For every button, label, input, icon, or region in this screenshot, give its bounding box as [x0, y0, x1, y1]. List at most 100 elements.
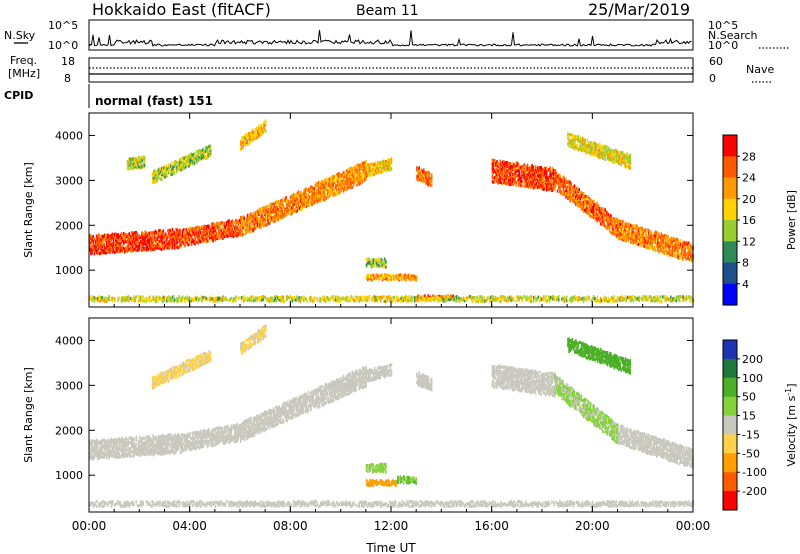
- velocity-ytick-label-0: 1000: [55, 469, 83, 482]
- velocity-marks: [89, 324, 695, 508]
- power-region-13: [151, 144, 212, 185]
- nave-tick-top: 60: [709, 55, 723, 68]
- noise-trace: [89, 29, 692, 47]
- beam-label: Beam 11: [356, 3, 419, 19]
- power-colorbar-tick-3: 16: [742, 214, 756, 227]
- velocity-colorbar-frame: [722, 339, 738, 511]
- freq-panel: Freq. [MHz] 18 8 60 0 Nave: [8, 54, 774, 85]
- velocity-region-7: [554, 374, 619, 445]
- noise-panel: N.Sky N.Search 10^5 10^0 10^5 10^0: [4, 19, 790, 52]
- velocity-colorbar-tick-6: -100: [742, 466, 767, 479]
- power-colorbar-tick-5: 8: [742, 257, 749, 270]
- velocity-region-13: [151, 350, 212, 390]
- xtick-label-4: 16:00: [474, 519, 509, 533]
- xtick-label-2: 08:00: [273, 519, 308, 533]
- noise-sky-line: [89, 29, 692, 47]
- power-colorbar-segment-7: [723, 283, 737, 306]
- noise-tick-left-top: 10^5: [48, 19, 78, 32]
- nave-tick-bottom: 0: [709, 72, 716, 85]
- cpid-value: normal (fast) 151: [95, 94, 213, 108]
- x-axis-title: Time UT: [365, 541, 416, 554]
- date-label: 25/Mar/2019: [588, 0, 690, 19]
- power-region-4: [365, 157, 393, 178]
- power-region-2: [240, 184, 317, 238]
- velocity-colorbar-segment-5: [723, 434, 737, 454]
- velocity-ytick-label-3: 4000: [55, 334, 83, 347]
- power-region-12: [89, 294, 695, 303]
- power-colorbar-segment-1: [723, 156, 737, 179]
- power-axes: 1000 2000 3000 4000 Slant Range [km]: [22, 113, 694, 307]
- velocity-region-1: [179, 422, 242, 454]
- freq-unit-label: [MHz]: [8, 67, 40, 80]
- power-region-5: [416, 166, 433, 187]
- power-colorbar: 28 24 20 16 12 8 4 Power [dB]: [722, 134, 798, 306]
- noise-tick-right-bottom: 10^0: [708, 39, 738, 52]
- velocity-region-2: [240, 388, 317, 443]
- velocity-region-9: [365, 478, 397, 488]
- velocity-colorbar-tick-4: -15: [742, 428, 760, 441]
- velocity-region-11: [365, 462, 387, 474]
- velocity-colorbar-tick-1: 100: [742, 372, 763, 385]
- velocity-panel: 1000 2000 3000 4000 Slant Range [km] 00:00 04:…: [22, 317, 799, 533]
- noise-tick-left-bottom: 10^0: [48, 39, 78, 52]
- noise-tick-right-top: 10^5: [708, 19, 738, 32]
- power-ytick-label-3: 4000: [55, 129, 83, 142]
- velocity-colorbar-segment-7: [723, 472, 737, 492]
- velocity-region-5: [416, 371, 433, 392]
- power-colorbar-label: Power [dB]: [785, 190, 798, 250]
- velocity-colorbar-segment-0: [723, 340, 737, 360]
- power-region-15: [567, 132, 632, 170]
- velocity-ytick-label-2: 3000: [55, 379, 83, 392]
- xtick-label-1: 04:00: [172, 519, 207, 533]
- power-ytick-label-2: 3000: [55, 174, 83, 187]
- velocity-axes: 1000 2000 3000 4000 Slant Range [km] 00:00 04:…: [22, 318, 710, 533]
- cpid-label: CPID: [4, 89, 33, 102]
- velocity-colorbar-segment-4: [723, 415, 737, 435]
- velocity-colorbar-segment-2: [723, 377, 737, 398]
- power-colorbar-tick-2: 20: [742, 193, 756, 206]
- power-region-10: [365, 257, 387, 269]
- power-region-6: [491, 158, 556, 192]
- site-title: Hokkaido East (fitACF): [92, 0, 271, 19]
- velocity-region-10: [396, 475, 417, 485]
- velocity-colorbar-segment-1: [723, 358, 737, 379]
- power-region-7: [554, 169, 619, 239]
- nsearch-label: N.Search: [708, 29, 758, 42]
- nsky-label: N.Sky: [4, 29, 36, 42]
- velocity-region-3: [315, 365, 367, 410]
- power-colorbar-segment-4: [723, 220, 737, 242]
- velocity-region-4: [365, 363, 393, 383]
- velocity-colorbar-tick-2: 50: [742, 391, 756, 404]
- power-colorbar-segment-5: [723, 241, 737, 264]
- power-ylabel: Slant Range [km]: [22, 162, 35, 258]
- velocity-ylabel: Slant Range [km]: [22, 367, 35, 463]
- power-colorbar-tick-4: 12: [742, 235, 756, 248]
- velocity-region-12: [89, 499, 695, 508]
- velocity-region-8: [617, 424, 694, 469]
- velocity-colorbar-tick-7: -200: [742, 485, 767, 498]
- velocity-colorbar-label: Velocity [m s-1]: [784, 383, 799, 466]
- power-region-1: [179, 218, 242, 248]
- power-region-8: [617, 218, 694, 263]
- velocity-ytick-label-1: 2000: [55, 424, 83, 437]
- xtick-label-3: 12:00: [374, 519, 409, 533]
- power-region-0: [89, 227, 182, 256]
- power-region-3: [315, 159, 367, 205]
- power-ytick-label-1: 2000: [55, 219, 83, 232]
- power-region-16: [126, 155, 146, 171]
- xtick-label-0: 00:00: [72, 519, 107, 533]
- velocity-colorbar-segment-3: [723, 396, 737, 417]
- nave-label: Nave: [746, 63, 774, 76]
- power-colorbar-tick-0: 28: [742, 150, 756, 163]
- velocity-region-0: [89, 432, 182, 461]
- velocity-region-6: [491, 364, 556, 398]
- freq-tick-top: 18: [61, 55, 75, 68]
- velocity-colorbar-segment-8: [723, 491, 737, 511]
- xtick-label-6: 00:00: [676, 519, 711, 533]
- cpid-panel: CPID normal (fast) 151: [4, 84, 213, 108]
- freq-label: Freq.: [10, 54, 37, 67]
- velocity-colorbar: 200 100 50 15 -15 -50 -100 -200 Velocity [m s-1]: [722, 339, 799, 511]
- velocity-colorbar-tick-5: -50: [742, 447, 760, 460]
- velocity-colorbar-tick-0: 200: [742, 353, 763, 366]
- power-colorbar-segment-3: [723, 198, 737, 221]
